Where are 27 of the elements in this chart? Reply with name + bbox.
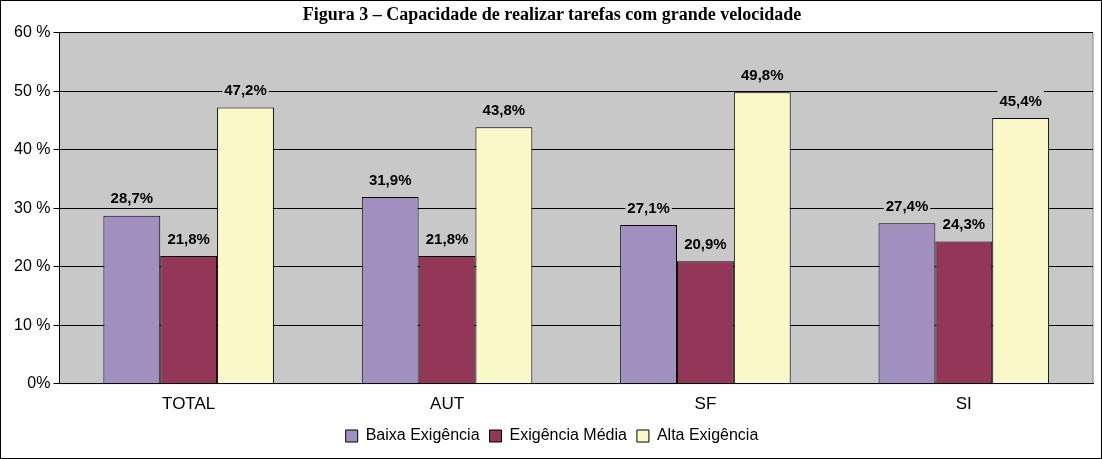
data-label: 27,4%: [885, 196, 929, 214]
data-label: 49,8%: [741, 65, 784, 83]
y-tick-label: 0%: [27, 374, 51, 392]
x-tick-label: SF: [694, 394, 717, 414]
y-tick-label: 20 %: [14, 257, 51, 275]
y-tick-label: 10 %: [14, 315, 51, 333]
y-tick-label: 60 %: [14, 23, 51, 41]
data-label: 21,8%: [425, 229, 469, 247]
data-label: 28,7%: [110, 189, 154, 207]
data-label: 20,9%: [684, 234, 727, 252]
legend-label: Exigência Média: [509, 426, 628, 444]
y-tick-label: 30 %: [14, 198, 51, 216]
data-label: 27,1%: [627, 198, 670, 216]
y-tick-label: 50 %: [14, 81, 51, 99]
x-tick-label: SI: [955, 394, 972, 414]
chart-title: Figura 3 – Capacidade de realizar tarefas com grande velocidade: [302, 4, 802, 25]
data-label: 47,2%: [224, 81, 267, 99]
legend-label: Alta Exigência: [656, 426, 759, 444]
data-label: 31,9%: [368, 170, 412, 188]
data-label: 21,8%: [167, 229, 210, 247]
x-tick-label: TOTAL: [162, 394, 216, 414]
legend-label: Baixa Exigência: [365, 426, 480, 444]
y-tick-label: 40 %: [14, 140, 51, 158]
data-label: 45,4%: [999, 91, 1042, 109]
x-tick-label: AUT: [430, 394, 465, 414]
data-label: 43,8%: [482, 101, 526, 119]
data-label: 24,3%: [942, 215, 986, 233]
